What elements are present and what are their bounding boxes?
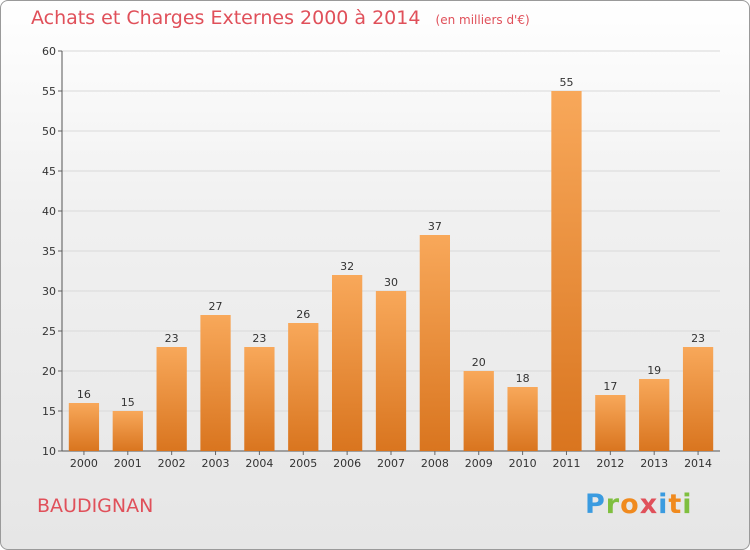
x-tick-label: 2012	[596, 457, 624, 470]
bar-2012	[595, 395, 626, 451]
x-tick-label: 2014	[684, 457, 712, 470]
value-label: 18	[516, 372, 530, 385]
x-tick-label: 2013	[640, 457, 668, 470]
y-tick-label: 10	[42, 445, 56, 458]
title-block: Achats et Charges Externes 2000 à 2014 (…	[31, 7, 530, 29]
value-label: 26	[296, 308, 310, 321]
y-tick-label: 15	[42, 405, 56, 418]
commune-name: BAUDIGNAN	[37, 495, 154, 517]
x-tick-label: 2004	[245, 457, 273, 470]
value-label: 23	[691, 332, 705, 345]
value-label: 55	[559, 76, 573, 89]
chart-title: Achats et Charges Externes 2000 à 2014	[31, 7, 421, 29]
y-tick-label: 60	[42, 45, 56, 58]
x-tick-label: 2000	[70, 457, 98, 470]
labels: 10 15 20 25 30 35 40 45 50 55 60 16 2000 15 2001 23 2002…	[42, 45, 712, 470]
bar-2002	[156, 347, 187, 451]
value-label: 15	[121, 396, 135, 409]
x-tick-label: 2005	[289, 457, 317, 470]
value-label: 23	[165, 332, 179, 345]
x-tick-label: 2008	[421, 457, 449, 470]
y-tick-label: 55	[42, 85, 56, 98]
value-label: 19	[647, 364, 661, 377]
bar-2006	[331, 275, 363, 451]
y-tick-label: 30	[42, 285, 56, 298]
x-tick-label: 2001	[114, 457, 142, 470]
bar-2005	[288, 323, 319, 451]
bar-2004	[244, 347, 275, 451]
x-tick-label: 2010	[509, 457, 537, 470]
x-tick-label: 2006	[333, 457, 361, 470]
bar-2013	[639, 379, 670, 451]
bar-2010	[507, 387, 538, 451]
value-label: 37	[428, 220, 442, 233]
x-tick-label: 2011	[552, 457, 580, 470]
bar-2009	[463, 371, 494, 451]
bar-2001	[112, 411, 143, 451]
bar-2008	[419, 235, 451, 451]
value-label: 16	[77, 388, 91, 401]
bar-2007	[375, 291, 407, 451]
chart-subtitle: (en milliers d'€)	[435, 13, 530, 27]
y-tick-label: 40	[42, 205, 56, 218]
bars	[68, 91, 714, 451]
x-tick-label: 2002	[158, 457, 186, 470]
y-tick-label: 20	[42, 365, 56, 378]
proxiti-logo: Proxiti	[585, 489, 693, 520]
y-tick-label: 35	[42, 245, 56, 258]
value-label: 23	[252, 332, 266, 345]
x-tick-label: 2007	[377, 457, 405, 470]
bar-2011	[551, 91, 582, 451]
bar-2014	[682, 347, 714, 451]
value-label: 27	[209, 300, 223, 313]
bar-2000	[68, 403, 100, 451]
value-label: 32	[340, 260, 354, 273]
y-tick-label: 25	[42, 325, 56, 338]
value-label: 17	[603, 380, 617, 393]
value-label: 30	[384, 276, 398, 289]
y-tick-label: 50	[42, 125, 56, 138]
bar-2003	[200, 315, 231, 451]
y-tick-label: 45	[42, 165, 56, 178]
value-label: 20	[472, 356, 486, 369]
x-tick-label: 2009	[465, 457, 493, 470]
x-tick-label: 2003	[202, 457, 230, 470]
